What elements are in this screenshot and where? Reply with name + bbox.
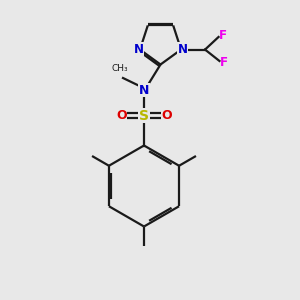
Text: N: N (178, 43, 188, 56)
Text: N: N (139, 83, 149, 97)
Text: F: F (220, 56, 228, 69)
Text: S: S (139, 109, 149, 122)
Text: O: O (116, 109, 127, 122)
Text: F: F (219, 29, 227, 42)
Text: CH₃: CH₃ (112, 64, 128, 73)
Text: O: O (161, 109, 172, 122)
Text: N: N (134, 43, 143, 56)
